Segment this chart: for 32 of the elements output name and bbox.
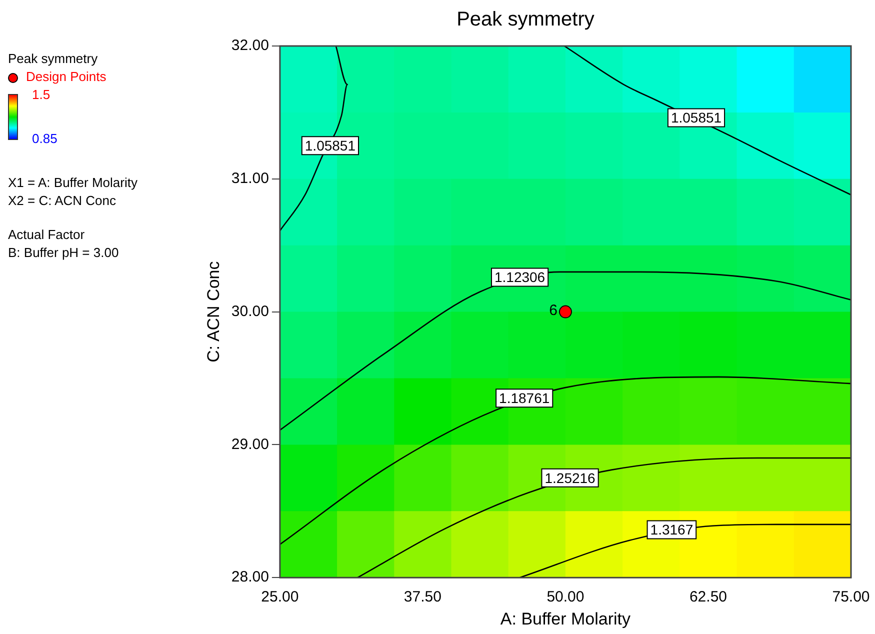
y-tick-label: 32.00 [231,37,269,54]
annotation: 1.12306 [494,269,546,286]
annotation: 6 [549,302,558,319]
x-axis-title: A: Buffer Molarity [500,609,631,628]
annotation: 1.25216 [544,470,596,486]
x-tick-label: 75.00 [832,588,870,606]
chart-title: Peak symmetry [456,8,594,31]
x-tick-label: 25.00 [261,588,299,606]
text: X1 = A: Buffer Molarity [8,174,138,192]
line-series [280,376,851,546]
annotation: 1.18761 [499,390,550,406]
x-tick-label: 50.00 [546,588,584,606]
annotation: 1.05851 [304,138,356,154]
legend-label: Design Points [25,68,108,86]
color-bar-label: 1.5 [32,86,50,104]
line-series [356,457,851,578]
x-tick-label: 37.50 [404,588,442,606]
y-tick-label: 29.00 [231,436,269,453]
text: X2 = C: ACN Conc [8,192,118,210]
y-tick-label: 30.00 [231,302,269,320]
annotation: 1.3167 [650,522,694,538]
color-bar-label: 0.85 [32,130,58,148]
legend-title: Peak symmetry [8,50,99,68]
y-axis-title: C: ACN Conc [204,260,223,362]
annotation: 1.05851 [670,110,722,126]
text: Actual Factor [8,226,86,244]
line-series [280,271,851,431]
y-tick-label: 31.00 [231,170,269,188]
y-tick-label: 28.00 [231,568,269,586]
x-tick-label: 62.50 [689,588,728,606]
line-series [564,46,851,196]
text: B: Buffer pH = 3.00 [8,244,120,262]
